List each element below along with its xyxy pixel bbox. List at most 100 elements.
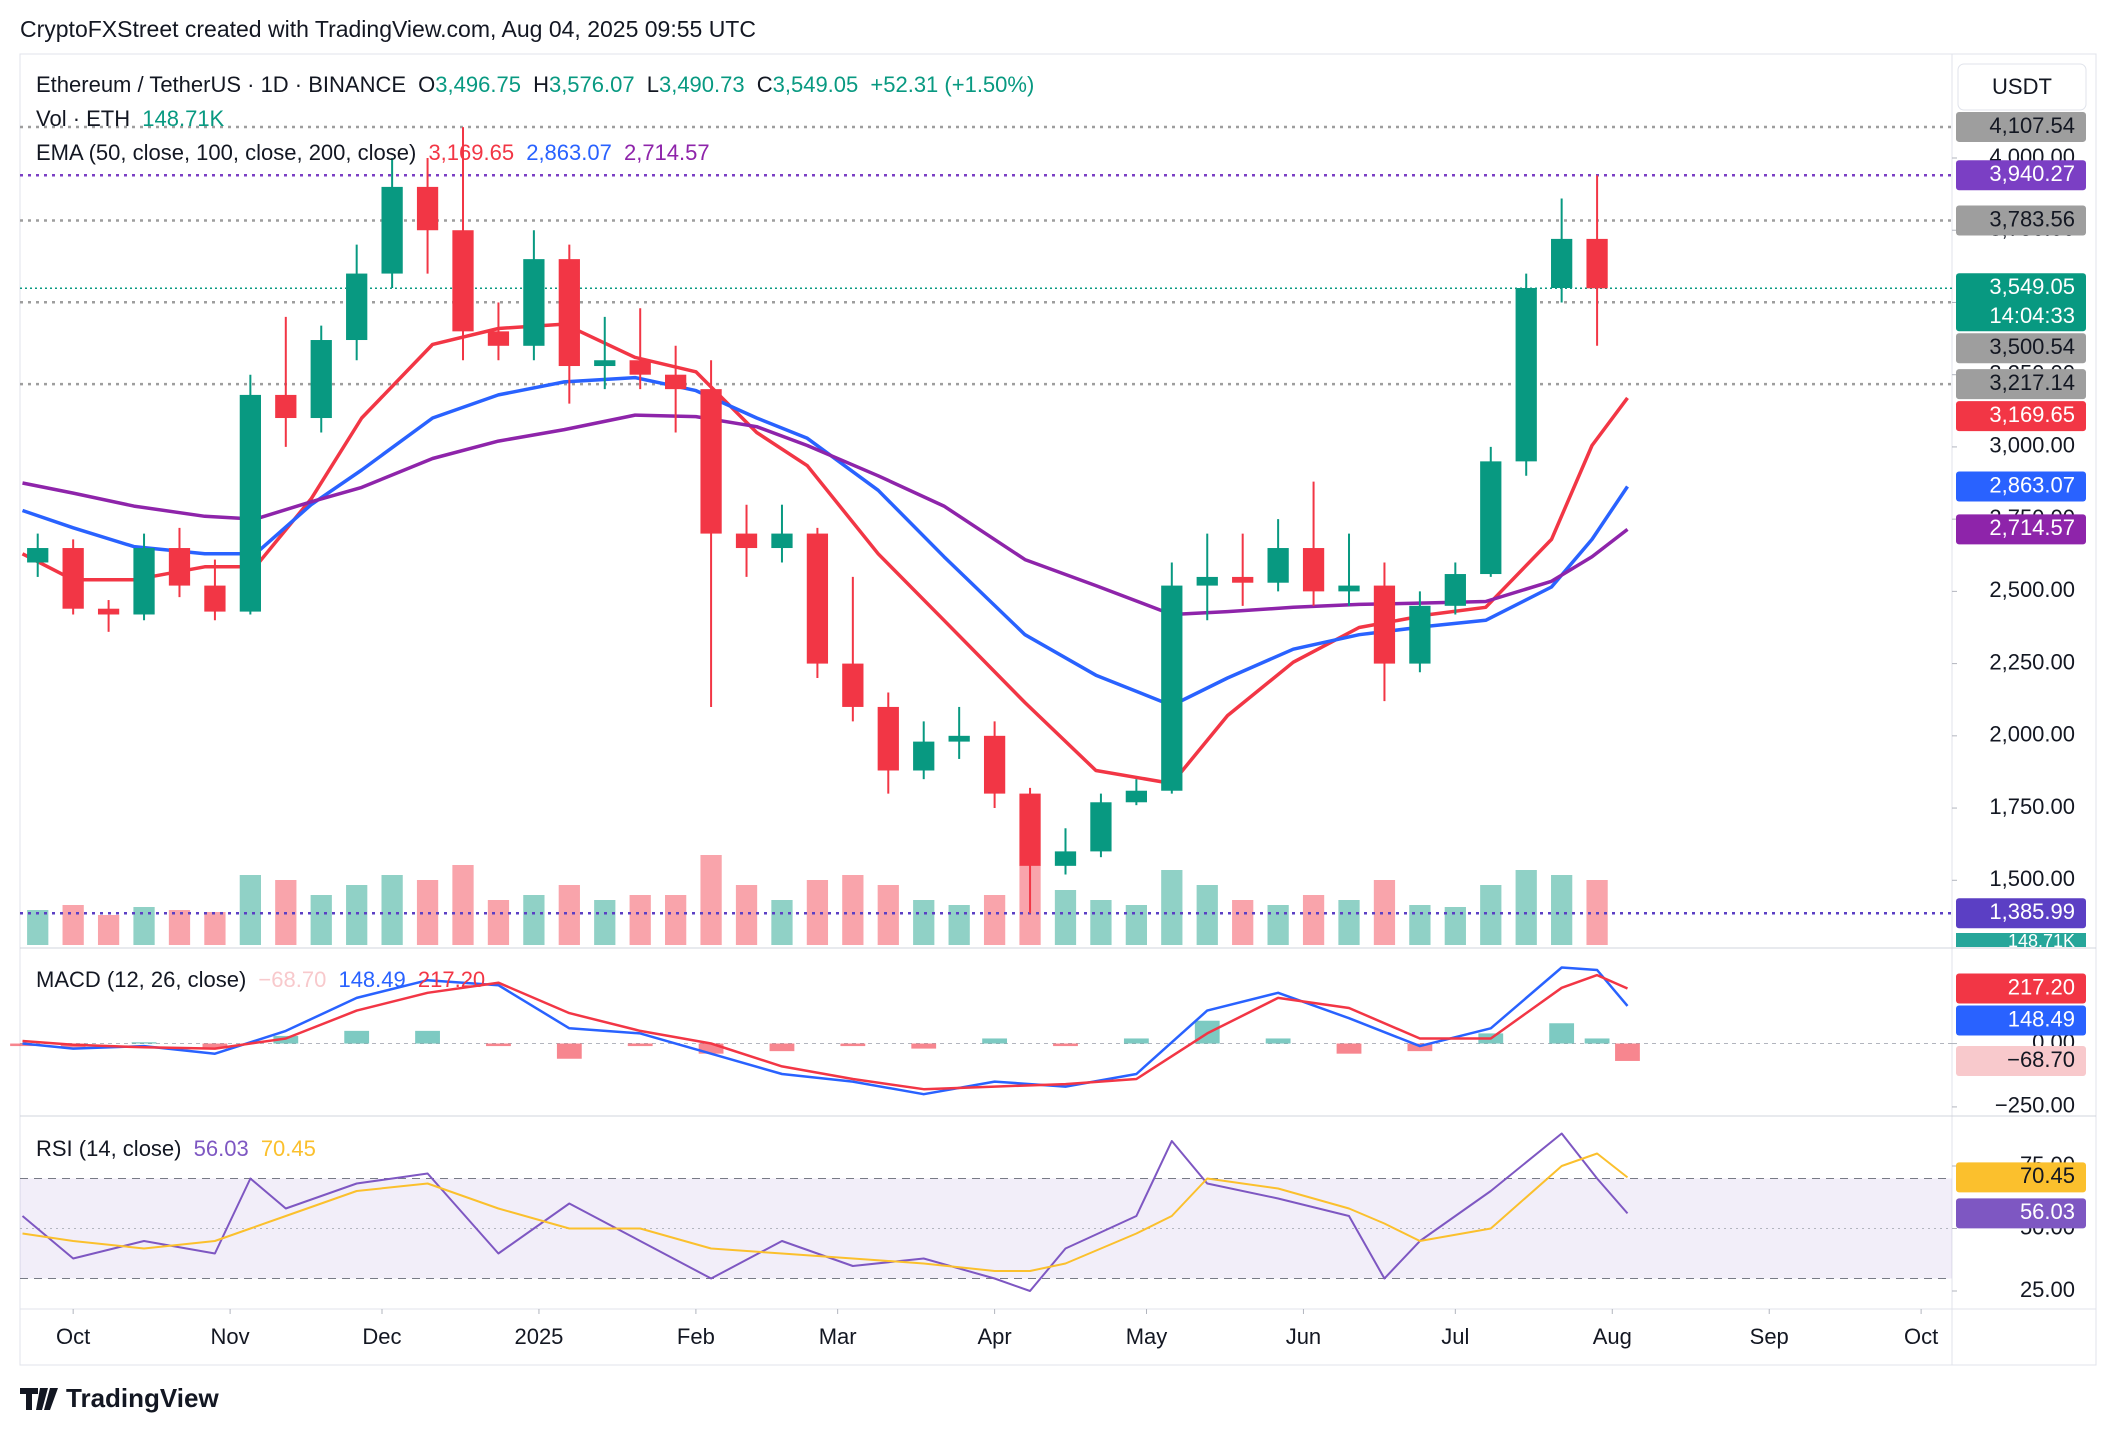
ohlc-key: O: [418, 72, 436, 97]
histogram-bar: [556, 1043, 582, 1059]
volume-label: [1956, 933, 2086, 947]
histogram-bar: [1584, 1038, 1610, 1044]
ema-value: 2,714.57: [623, 140, 710, 165]
candle-body: [1551, 238, 1573, 289]
ohlc-key: C: [756, 72, 773, 97]
rsi-label-text: 70.45: [2020, 1163, 2075, 1188]
y-tick-label: 1,750.00: [1989, 794, 2075, 819]
volume-bar: [983, 895, 1006, 945]
legend-row: Vol · ETH 148.71K: [36, 102, 1040, 136]
histogram-bar: [131, 1042, 157, 1044]
rsi-label: [1956, 1162, 2086, 1193]
rsi-legend: RSI (14, close) 56.03 70.45: [36, 1132, 322, 1166]
candle-body: [275, 394, 297, 419]
ohlc-value: 3,549.05: [772, 72, 859, 97]
histogram-bar: [769, 1043, 795, 1052]
volume-bar: [913, 900, 935, 945]
macd-legend: MACD (12, 26, close) −68.70 148.49 217.2…: [36, 963, 491, 997]
candle-body: [27, 548, 49, 563]
ema-line: [21, 322, 1629, 786]
volume-bar: [842, 875, 864, 945]
vol-value: 148.71K: [142, 106, 225, 131]
volume-bar: [27, 910, 49, 945]
macd-label: [1956, 1045, 2086, 1076]
candle-body: [771, 533, 793, 549]
y-tick-label: 25.00: [2020, 1277, 2075, 1302]
rsi-title: RSI (14, close): [36, 1136, 182, 1161]
macd-line: [22, 966, 1629, 1096]
volume-bar: [948, 905, 970, 945]
histogram-bar: [982, 1038, 1008, 1044]
ema-label-text: 2,863.07: [1989, 472, 2075, 497]
x-tick-label: Oct: [56, 1324, 90, 1349]
macd-label-text: 148.49: [2008, 1006, 2075, 1031]
candle-body: [1196, 576, 1218, 586]
brand: TradingView: [66, 1383, 219, 1413]
candle-body: [452, 230, 474, 332]
ema-label-text: 3,169.65: [1989, 402, 2075, 427]
candle-body: [700, 389, 722, 534]
level-label: [1956, 369, 2086, 400]
candle-body: [523, 259, 545, 346]
histogram-bar: [415, 1030, 440, 1044]
candle-body: [239, 394, 261, 612]
candle-body: [735, 533, 758, 549]
candle-body: [1444, 574, 1466, 606]
candle-body: [381, 186, 403, 274]
vol-label: Vol · ETH: [36, 106, 131, 131]
price-legend: Ethereum / TetherUS · 1D · BINANCE O3,49…: [36, 68, 1040, 170]
ema-value: 3,169.65: [428, 140, 515, 165]
volume-bar: [346, 885, 368, 945]
candle-body: [168, 548, 191, 586]
volume-bar: [594, 900, 616, 945]
ema-line: [22, 413, 1629, 617]
level-label-text: 3,500.54: [1989, 334, 2075, 359]
macd-value: 148.49: [338, 967, 406, 992]
candle-body: [1232, 576, 1254, 583]
candle-body: [1161, 585, 1183, 791]
rsi-label-text: 56.03: [2020, 1199, 2075, 1224]
x-tick-label: Mar: [819, 1324, 857, 1349]
macd-line: [22, 973, 1629, 1091]
candle-body: [1480, 461, 1502, 575]
currency-button[interactable]: [1957, 63, 2087, 111]
level-label-text: 3,217.14: [1989, 370, 2075, 395]
current-price-label: [1956, 273, 2086, 332]
candle-body: [1090, 802, 1112, 852]
ema-label: [1956, 401, 2086, 432]
macd-title: MACD (12, 26, close): [36, 967, 247, 992]
candle-body: [558, 259, 580, 367]
volume-bar: [558, 885, 580, 945]
candle-body: [1302, 548, 1325, 592]
histogram-bar: [698, 1043, 724, 1054]
histogram-bar: [1265, 1038, 1291, 1044]
volume-bar: [97, 915, 120, 945]
histogram-bar: [202, 1043, 228, 1049]
histogram-bar: [1336, 1043, 1362, 1054]
candle-body: [806, 533, 829, 664]
candle-body: [1373, 585, 1396, 664]
currency[interactable]: USDT: [1992, 74, 2052, 99]
level-label: [1956, 160, 2086, 191]
volume-bar: [1551, 875, 1573, 945]
rsi-line: [22, 1152, 1629, 1272]
ema-line: [21, 375, 1629, 708]
volume-bar: [1196, 885, 1218, 945]
level-label: [1956, 898, 2086, 929]
volume-bar: [877, 885, 899, 945]
x-tick-label: Oct: [1904, 1324, 1938, 1349]
rsi-label: [1956, 1198, 2086, 1229]
ohlc-value: 3,576.07: [548, 72, 635, 97]
volume-bar: [1515, 870, 1537, 945]
volume-bar: [1090, 900, 1112, 945]
ohlc-value: 3,490.73: [658, 72, 745, 97]
volume-bar: [1161, 870, 1183, 945]
rsi-value: 56.03: [193, 1136, 249, 1161]
volume-bar: [204, 912, 226, 945]
level-label-text: 1,385.99: [1989, 899, 2075, 924]
x-tick-label: Apr: [977, 1324, 1011, 1349]
histogram-bar: [1053, 1043, 1078, 1047]
histogram-bar: [840, 1043, 866, 1047]
x-tick-label: May: [1126, 1324, 1168, 1349]
volume-bar: [487, 900, 510, 945]
